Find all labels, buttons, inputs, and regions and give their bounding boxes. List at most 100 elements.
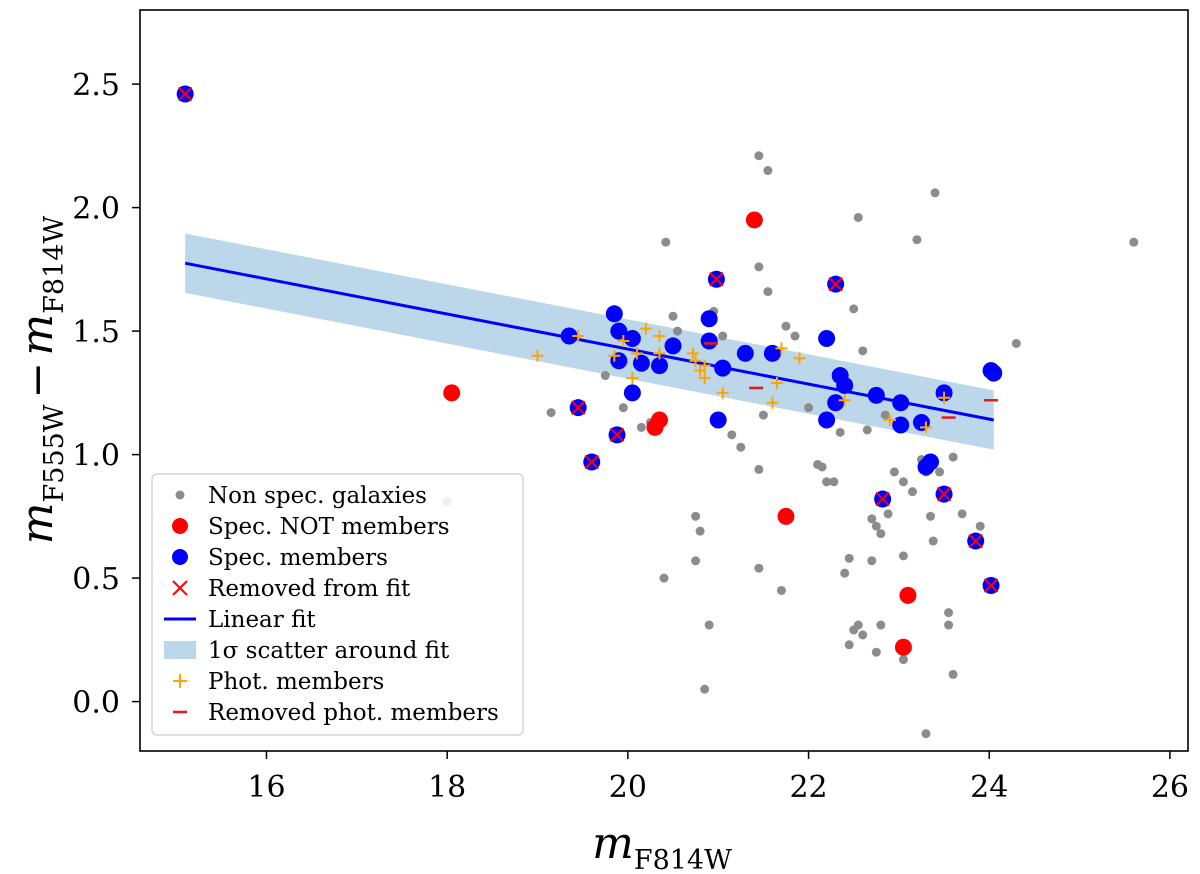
y-axis-label: mF555W−mF814W [12, 216, 70, 545]
non-spec-point [858, 346, 868, 356]
legend-label-removed: Removed from fit [208, 576, 411, 602]
y-tick-label: 1.0 [72, 439, 120, 474]
legend: Non spec. galaxies Spec. NOT members Spe… [151, 473, 524, 736]
x-axis: 16 18 20 22 24 26 [247, 751, 1189, 805]
x-tick-label: 18 [428, 770, 466, 805]
legend-box [151, 473, 524, 736]
legend-label-spec-member: Spec. members [208, 545, 388, 571]
non-spec-point [889, 467, 899, 477]
phot-member-marker [770, 376, 783, 389]
linear-fit-line [184, 261, 995, 422]
spec-not-member-point [443, 384, 461, 402]
non-spec-point [867, 514, 877, 524]
x-axis-label: mF814W [592, 818, 732, 874]
non-spec-point [849, 304, 859, 314]
non-spec-point [898, 477, 908, 487]
non-spec-point [829, 477, 839, 487]
spec-member-point [818, 330, 836, 348]
non-spec-point [926, 511, 936, 521]
spec-member-point [700, 332, 718, 350]
non-spec-point [661, 237, 671, 247]
legend-label-spec-not-member: Spec. NOT members [208, 514, 450, 540]
non-spec-point [858, 630, 868, 640]
removed-marker [570, 400, 586, 415]
non-spec-point [853, 212, 863, 222]
spec-member-point [709, 411, 727, 429]
spec-not-member-point [650, 411, 668, 429]
non-spec-point [691, 511, 701, 521]
x-tick-label: 20 [609, 770, 647, 805]
phot-member-marker [686, 347, 699, 360]
non-spec-point [763, 166, 773, 176]
legend-label-phot-member: Phot. members [208, 669, 384, 695]
y-tick-label: 2.5 [72, 68, 120, 103]
phot-member-marker [883, 414, 896, 427]
non-spec-point [600, 371, 610, 381]
non-spec-point [928, 536, 938, 546]
non-spec-point [853, 620, 863, 630]
phot-member-marker [617, 334, 630, 347]
non-spec-point [930, 188, 940, 198]
legend-marker-phot-member [173, 674, 187, 688]
non-spec-point [876, 529, 886, 539]
spec-member-point [922, 453, 940, 471]
non-spec-point [1011, 338, 1021, 348]
spec-member-point [736, 344, 754, 362]
legend-marker-scatter-band [164, 641, 196, 659]
spec-member-point [605, 305, 623, 323]
removed-marker [936, 486, 952, 502]
legend-marker-spec-member [172, 549, 188, 565]
non-spec-point [844, 640, 854, 650]
phot-member-marker [639, 322, 652, 335]
spec-member-point [912, 413, 930, 431]
legend-marker-non-spec [175, 490, 185, 500]
non-spec-point [790, 331, 800, 341]
x-tick-label: 24 [970, 770, 1008, 805]
non-spec-point [975, 521, 985, 531]
phot-member-marker [793, 352, 806, 365]
phot-member-marker [716, 386, 729, 399]
non-spec-point [695, 526, 705, 536]
phot-member-marker [608, 349, 621, 362]
non-spec-point [754, 262, 764, 272]
legend-label-linear-fit: Linear fit [208, 607, 316, 633]
non-spec-point [736, 442, 746, 452]
x-tick-label: 16 [247, 770, 285, 805]
y-tick-label: 2.0 [72, 192, 120, 227]
phot-member-marker [653, 330, 666, 343]
phot-member-marker [653, 347, 666, 360]
legend-label-scatter-band: 1σ scatter around fit [208, 638, 450, 664]
spec-member-point [623, 330, 641, 348]
legend-marker-spec-not-member [172, 518, 188, 534]
non-spec-point [912, 235, 922, 245]
plot-frame [139, 9, 1189, 752]
legend-label-non-spec: Non spec. galaxies [208, 483, 427, 509]
non-spec-point [754, 464, 764, 474]
removed-marker [709, 272, 724, 287]
removed-marker [177, 86, 193, 102]
spec-member-point [892, 416, 910, 434]
y-axis: 0.0 0.5 1.0 1.5 2.0 2.5 [72, 68, 140, 721]
spec-member-point [700, 310, 718, 328]
spec-not-member-point [745, 211, 763, 229]
phot-member-marker [766, 396, 779, 409]
non-spec-point [907, 487, 917, 497]
spec-member-point [836, 376, 854, 394]
phot-member-marker [775, 342, 788, 355]
non-spec-point [754, 563, 764, 573]
phot-member-marker [531, 349, 544, 362]
y-tick-label: 0.0 [72, 686, 120, 721]
non-spec-point [883, 509, 893, 519]
legend-label-removed-phot: Removed phot. members [208, 700, 499, 726]
non-spec-point [935, 467, 945, 477]
non-spec-point [673, 326, 683, 336]
non-spec-point [636, 422, 646, 432]
spec-member-point [560, 327, 578, 345]
non-spec-point [840, 568, 850, 578]
spec-member-point [867, 386, 885, 404]
spec-member-point [664, 337, 682, 355]
non-spec-point [862, 425, 872, 435]
non-spec-point [718, 331, 728, 341]
non-spec-point [898, 551, 908, 561]
